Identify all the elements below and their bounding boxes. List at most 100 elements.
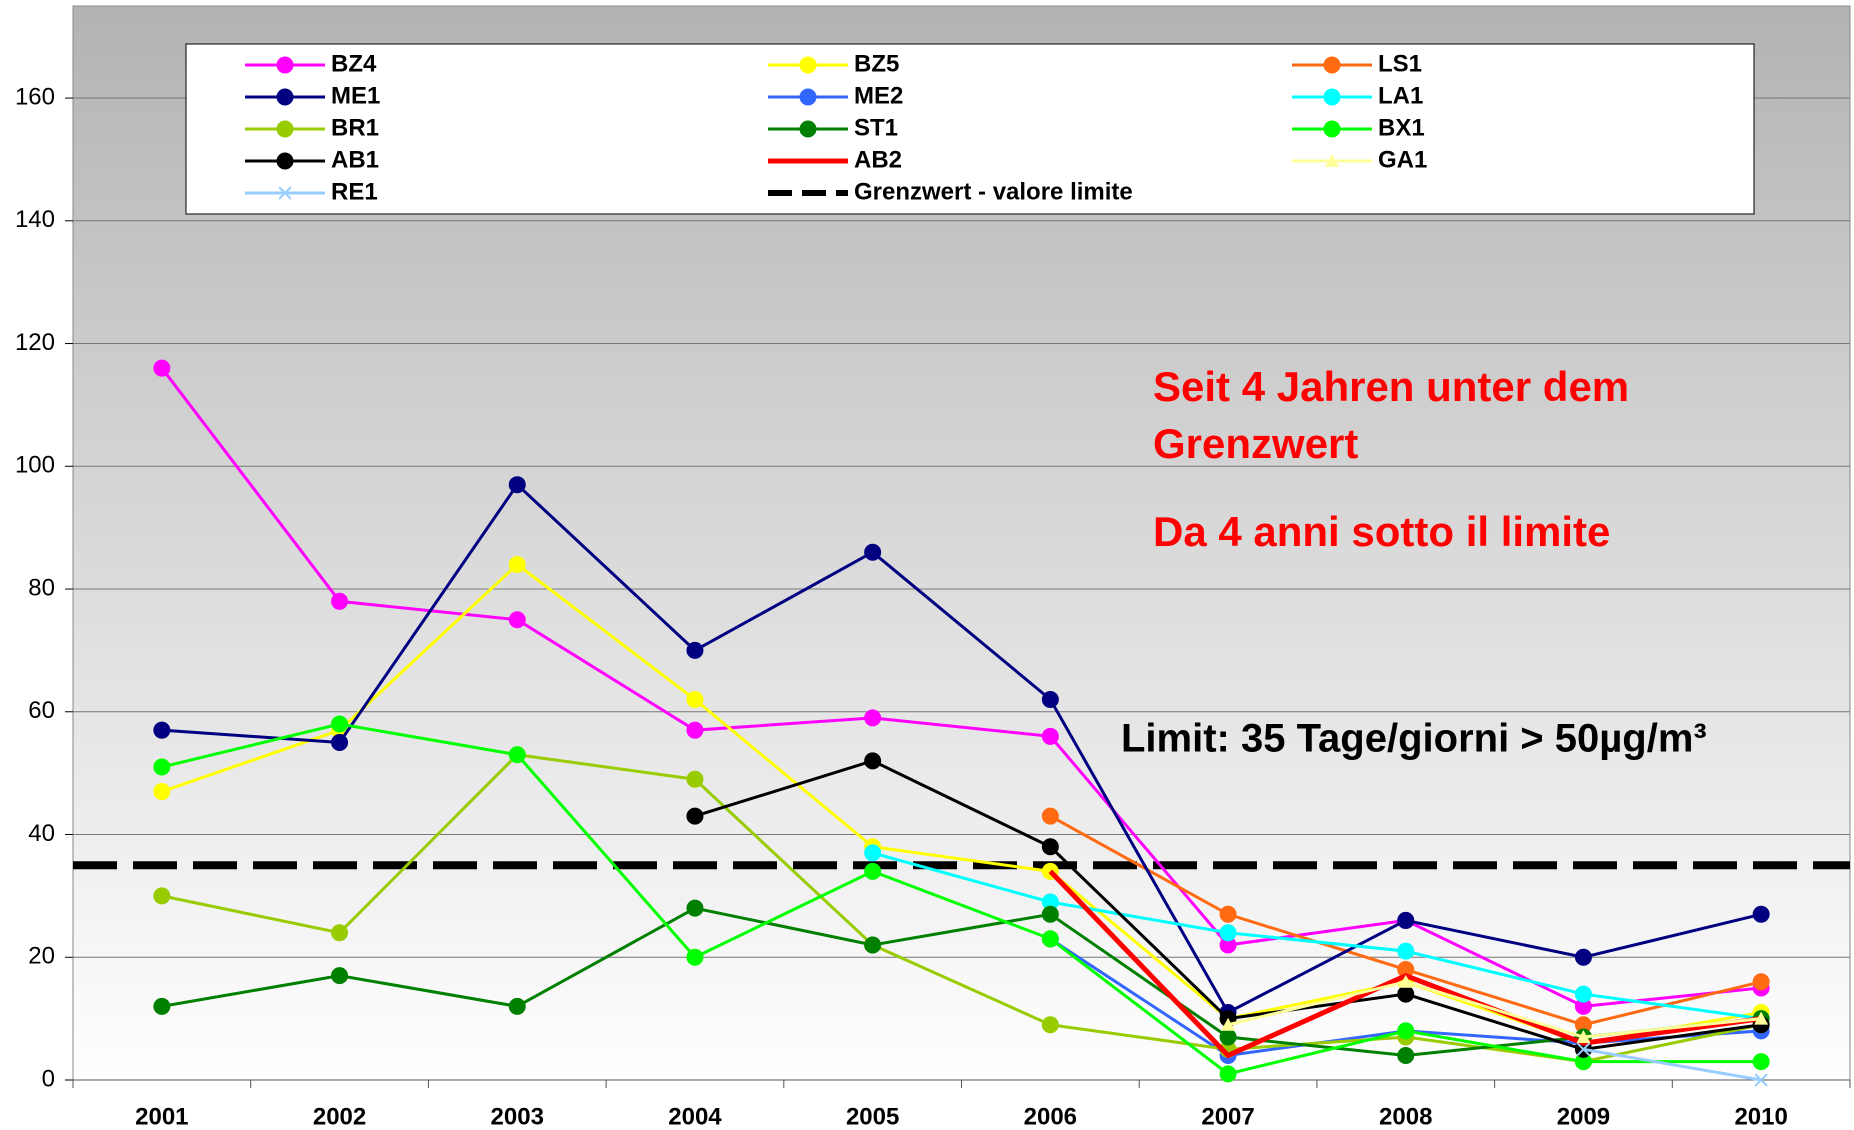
legend: BZ4 BZ5 LS1 ME1 ME2 LA1 BR1 ST1 BX1 AB1 AB2 GA1 RE1 G… (185, 43, 1755, 215)
legend-box (185, 43, 1755, 215)
data-point (331, 924, 349, 942)
legend-label: ME1 (331, 82, 380, 109)
data-point (1041, 807, 1059, 825)
legend-label: RE1 (331, 178, 378, 205)
legend-marker (799, 88, 817, 106)
data-point (1219, 1065, 1237, 1083)
data-point (331, 967, 349, 985)
y-tick-label: 20 (28, 943, 55, 970)
legend-item: AB2 (768, 146, 902, 173)
legend-item: BR1 (245, 114, 379, 141)
data-point (331, 715, 349, 733)
y-tick-label: 40 (28, 820, 55, 847)
series-line (161, 562, 1762, 1045)
data-point (1219, 905, 1237, 923)
data-point (1041, 727, 1059, 745)
data-point (1397, 911, 1415, 929)
data-point (153, 997, 171, 1015)
data-point (153, 721, 171, 739)
data-point (153, 758, 171, 776)
annotation: Seit 4 Jahren unter dem (1153, 363, 1629, 410)
data-point (508, 476, 526, 494)
data-point (508, 746, 526, 764)
y-tick-label: 100 (15, 452, 55, 479)
x-tick-label: 2004 (668, 1103, 722, 1130)
series-line (161, 753, 1762, 1064)
data-point (864, 936, 882, 954)
data-point (1219, 1028, 1237, 1046)
y-tick-label: 0 (42, 1065, 55, 1092)
legend-marker (276, 152, 294, 170)
annotation: Grenzwert (1153, 420, 1358, 467)
data-point (1752, 973, 1770, 991)
data-point (686, 721, 704, 739)
legend-label: AB1 (331, 146, 379, 173)
legend-item: ST1 (768, 114, 898, 141)
legend-label: LS1 (1378, 50, 1422, 77)
y-tick-label: 80 (28, 574, 55, 601)
legend-item: ME1 (245, 82, 380, 109)
series-line (160, 367, 1762, 1008)
legend-label: AB2 (854, 146, 902, 173)
y-tick-label: 160 (15, 83, 55, 110)
legend-marker (1323, 120, 1341, 138)
legend-item: BZ5 (768, 50, 899, 77)
y-tick-label: 120 (15, 329, 55, 356)
data-point (508, 555, 526, 573)
legend-item: Grenzwert - valore limite (768, 178, 1133, 205)
y-tick-label: 140 (15, 206, 55, 233)
legend-label: BX1 (1378, 114, 1425, 141)
legend-item: LS1 (1292, 50, 1422, 77)
data-point (686, 948, 704, 966)
legend-item: GA1 (1292, 146, 1427, 173)
y-tick-label: 60 (28, 697, 55, 724)
legend-item: RE1 (245, 178, 378, 205)
data-point (153, 359, 171, 377)
data-point (686, 641, 704, 659)
x-tick-label: 2010 (1734, 1103, 1787, 1130)
data-point (1576, 1030, 1591, 1044)
legend-label: BR1 (331, 114, 379, 141)
data-point (1397, 1046, 1415, 1064)
data-point (864, 844, 882, 862)
legend-label: ST1 (854, 114, 898, 141)
series-line (161, 482, 1762, 1015)
x-tick-label: 2005 (846, 1103, 899, 1130)
legend-marker (1323, 56, 1341, 74)
data-point (1397, 942, 1415, 960)
data-point (508, 611, 526, 629)
legend-marker (276, 120, 294, 138)
data-point (864, 709, 882, 727)
data-point (686, 690, 704, 708)
x-tick-label: 2009 (1557, 1103, 1610, 1130)
data-point (1397, 985, 1415, 1003)
legend-marker (276, 88, 294, 106)
data-point (686, 899, 704, 917)
data-point (864, 752, 882, 770)
series-line (161, 722, 1762, 1076)
data-point (508, 997, 526, 1015)
x-tick-label: 2001 (135, 1103, 188, 1130)
data-point (1219, 924, 1237, 942)
legend-label: Grenzwert - valore limite (854, 178, 1133, 205)
x-tick-label: 2003 (491, 1103, 544, 1130)
x-tick-label: 2006 (1024, 1103, 1077, 1130)
legend-item: BZ4 (245, 50, 377, 77)
legend-marker (1323, 88, 1341, 106)
data-point (1041, 838, 1059, 856)
data-point (1752, 905, 1770, 923)
legend-item: LA1 (1292, 82, 1423, 109)
data-point (864, 862, 882, 880)
legend-label: BZ5 (854, 50, 899, 77)
legend-marker (799, 120, 817, 138)
x-tick-label: 2007 (1201, 1103, 1254, 1130)
legend-label: LA1 (1378, 82, 1423, 109)
legend-marker (278, 186, 292, 200)
data-point (686, 807, 704, 825)
legend-label: ME2 (854, 82, 903, 109)
legend-marker (276, 56, 294, 74)
data-point (864, 543, 882, 561)
data-point (1752, 1053, 1770, 1071)
x-tick-label: 2002 (313, 1103, 366, 1130)
